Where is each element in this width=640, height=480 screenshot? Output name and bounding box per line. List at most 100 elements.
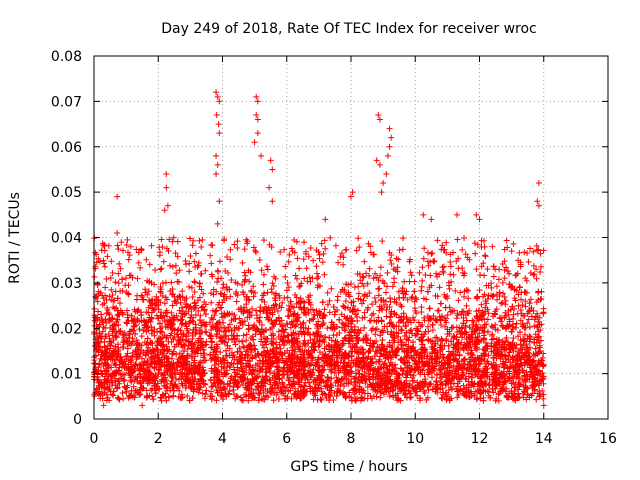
- data-point: [214, 345, 221, 352]
- data-point: [484, 358, 491, 365]
- data-point: [101, 338, 108, 345]
- data-point: [338, 355, 345, 362]
- data-point: [503, 385, 510, 392]
- data-point: [115, 395, 122, 402]
- data-point: [246, 369, 253, 376]
- data-point: [203, 387, 210, 394]
- data-point: [275, 328, 282, 335]
- data-point: [377, 394, 384, 401]
- data-point: [372, 326, 379, 333]
- data-point: [395, 288, 402, 295]
- data-point: [376, 307, 383, 314]
- data-point: [191, 289, 198, 296]
- data-point: [217, 392, 224, 399]
- data-point: [358, 300, 365, 307]
- data-point: [179, 336, 186, 343]
- data-point: [466, 324, 473, 331]
- data-point: [236, 337, 243, 344]
- data-point: [419, 341, 426, 348]
- data-point: [119, 389, 126, 396]
- data-point: [498, 318, 505, 325]
- data-point: [172, 371, 179, 378]
- data-point: [395, 333, 402, 340]
- data-point: [500, 290, 507, 297]
- data-point: [176, 307, 183, 314]
- data-point: [169, 302, 176, 309]
- data-point: [340, 321, 347, 328]
- data-point: [425, 387, 432, 394]
- data-point: [114, 353, 121, 360]
- data-point: [522, 303, 529, 310]
- data-point: [518, 360, 525, 367]
- data-point: [92, 360, 99, 367]
- data-point: [402, 391, 409, 398]
- data-point: [221, 325, 228, 332]
- data-point: [245, 397, 252, 404]
- data-point: [486, 382, 493, 389]
- data-point: [231, 366, 238, 373]
- data-point: [217, 349, 224, 356]
- data-point: [307, 383, 314, 390]
- data-point: [310, 331, 317, 338]
- data-point: [502, 309, 509, 316]
- data-point: [243, 331, 250, 338]
- data-point: [243, 367, 250, 374]
- data-point: [227, 293, 234, 300]
- data-point: [158, 309, 165, 316]
- data-point: [455, 383, 462, 390]
- data-point: [330, 304, 337, 310]
- data-point: [113, 334, 120, 341]
- data-point: [104, 305, 111, 312]
- data-point: [140, 327, 147, 334]
- data-point: [433, 317, 440, 324]
- data-point: [507, 364, 514, 371]
- data-point: [105, 331, 112, 338]
- data-point: [398, 326, 405, 333]
- data-point: [384, 343, 391, 350]
- data-point: [272, 291, 279, 298]
- data-point: [517, 317, 524, 324]
- data-point: [411, 288, 418, 295]
- data-point: [310, 396, 317, 403]
- data-point: [263, 335, 270, 342]
- data-point: [386, 295, 393, 302]
- data-point: [463, 367, 470, 374]
- data-point: [267, 388, 274, 395]
- data-point: [110, 304, 117, 311]
- data-point: [499, 279, 506, 286]
- data-point: [94, 371, 101, 378]
- data-point: [152, 345, 159, 352]
- data-point: [326, 297, 333, 304]
- data-point: [220, 396, 227, 403]
- data-point: [538, 321, 545, 328]
- data-point: [153, 293, 160, 300]
- data-point: [467, 368, 474, 375]
- data-point: [215, 360, 222, 367]
- data-point: [124, 311, 131, 318]
- data-point: [355, 366, 362, 373]
- data-point: [222, 333, 229, 340]
- data-point: [422, 376, 429, 383]
- data-point: [454, 388, 461, 395]
- data-point: [403, 353, 410, 360]
- data-point: [352, 374, 359, 381]
- data-point: [510, 311, 517, 318]
- data-point: [363, 332, 370, 339]
- data-point: [189, 294, 196, 301]
- data-point: [196, 386, 203, 393]
- data-point: [409, 374, 416, 381]
- data-point: [270, 335, 277, 342]
- data-point: [465, 295, 472, 302]
- data-point: [297, 328, 304, 335]
- data-point: [153, 312, 160, 319]
- data-point: [163, 335, 170, 342]
- data-point: [430, 312, 437, 319]
- data-point: [521, 331, 528, 338]
- data-point: [202, 357, 209, 364]
- data-point: [225, 327, 232, 334]
- data-point: [123, 307, 130, 314]
- data-point: [498, 300, 505, 307]
- data-point: [318, 396, 325, 403]
- data-point: [324, 374, 331, 381]
- data-point: [337, 381, 344, 388]
